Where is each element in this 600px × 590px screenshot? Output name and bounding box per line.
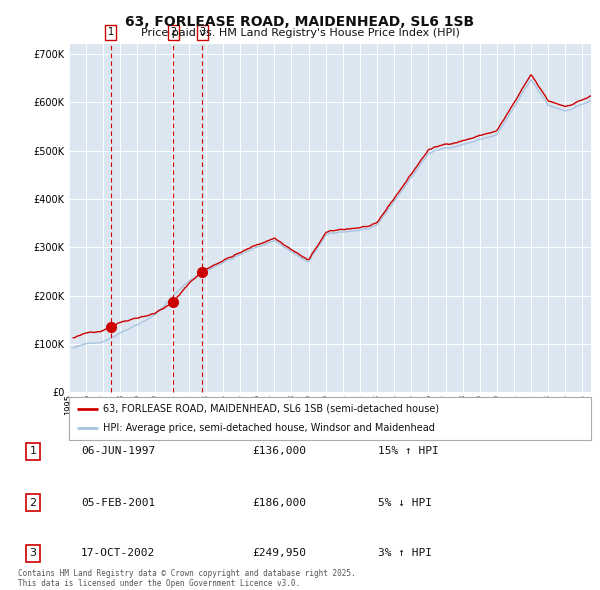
- Text: 5% ↓ HPI: 5% ↓ HPI: [378, 498, 432, 507]
- Text: 3: 3: [199, 27, 205, 37]
- Text: 15% ↑ HPI: 15% ↑ HPI: [378, 447, 439, 456]
- FancyBboxPatch shape: [69, 397, 591, 440]
- Text: 17-OCT-2002: 17-OCT-2002: [81, 549, 155, 558]
- Text: 05-FEB-2001: 05-FEB-2001: [81, 498, 155, 507]
- Text: 1: 1: [29, 447, 37, 456]
- Text: Price paid vs. HM Land Registry's House Price Index (HPI): Price paid vs. HM Land Registry's House …: [140, 28, 460, 38]
- Text: 63, FORLEASE ROAD, MAIDENHEAD, SL6 1SB (semi-detached house): 63, FORLEASE ROAD, MAIDENHEAD, SL6 1SB (…: [103, 404, 439, 414]
- Text: 2: 2: [29, 498, 37, 507]
- Text: 06-JUN-1997: 06-JUN-1997: [81, 447, 155, 456]
- Text: HPI: Average price, semi-detached house, Windsor and Maidenhead: HPI: Average price, semi-detached house,…: [103, 423, 435, 433]
- Text: 2: 2: [170, 27, 176, 37]
- Text: 3: 3: [29, 549, 37, 558]
- Text: £249,950: £249,950: [252, 549, 306, 558]
- Text: 63, FORLEASE ROAD, MAIDENHEAD, SL6 1SB: 63, FORLEASE ROAD, MAIDENHEAD, SL6 1SB: [125, 15, 475, 29]
- Text: Contains HM Land Registry data © Crown copyright and database right 2025.
This d: Contains HM Land Registry data © Crown c…: [18, 569, 356, 588]
- Text: £136,000: £136,000: [252, 447, 306, 456]
- Text: 3% ↑ HPI: 3% ↑ HPI: [378, 549, 432, 558]
- Text: 1: 1: [107, 27, 113, 37]
- Text: £186,000: £186,000: [252, 498, 306, 507]
